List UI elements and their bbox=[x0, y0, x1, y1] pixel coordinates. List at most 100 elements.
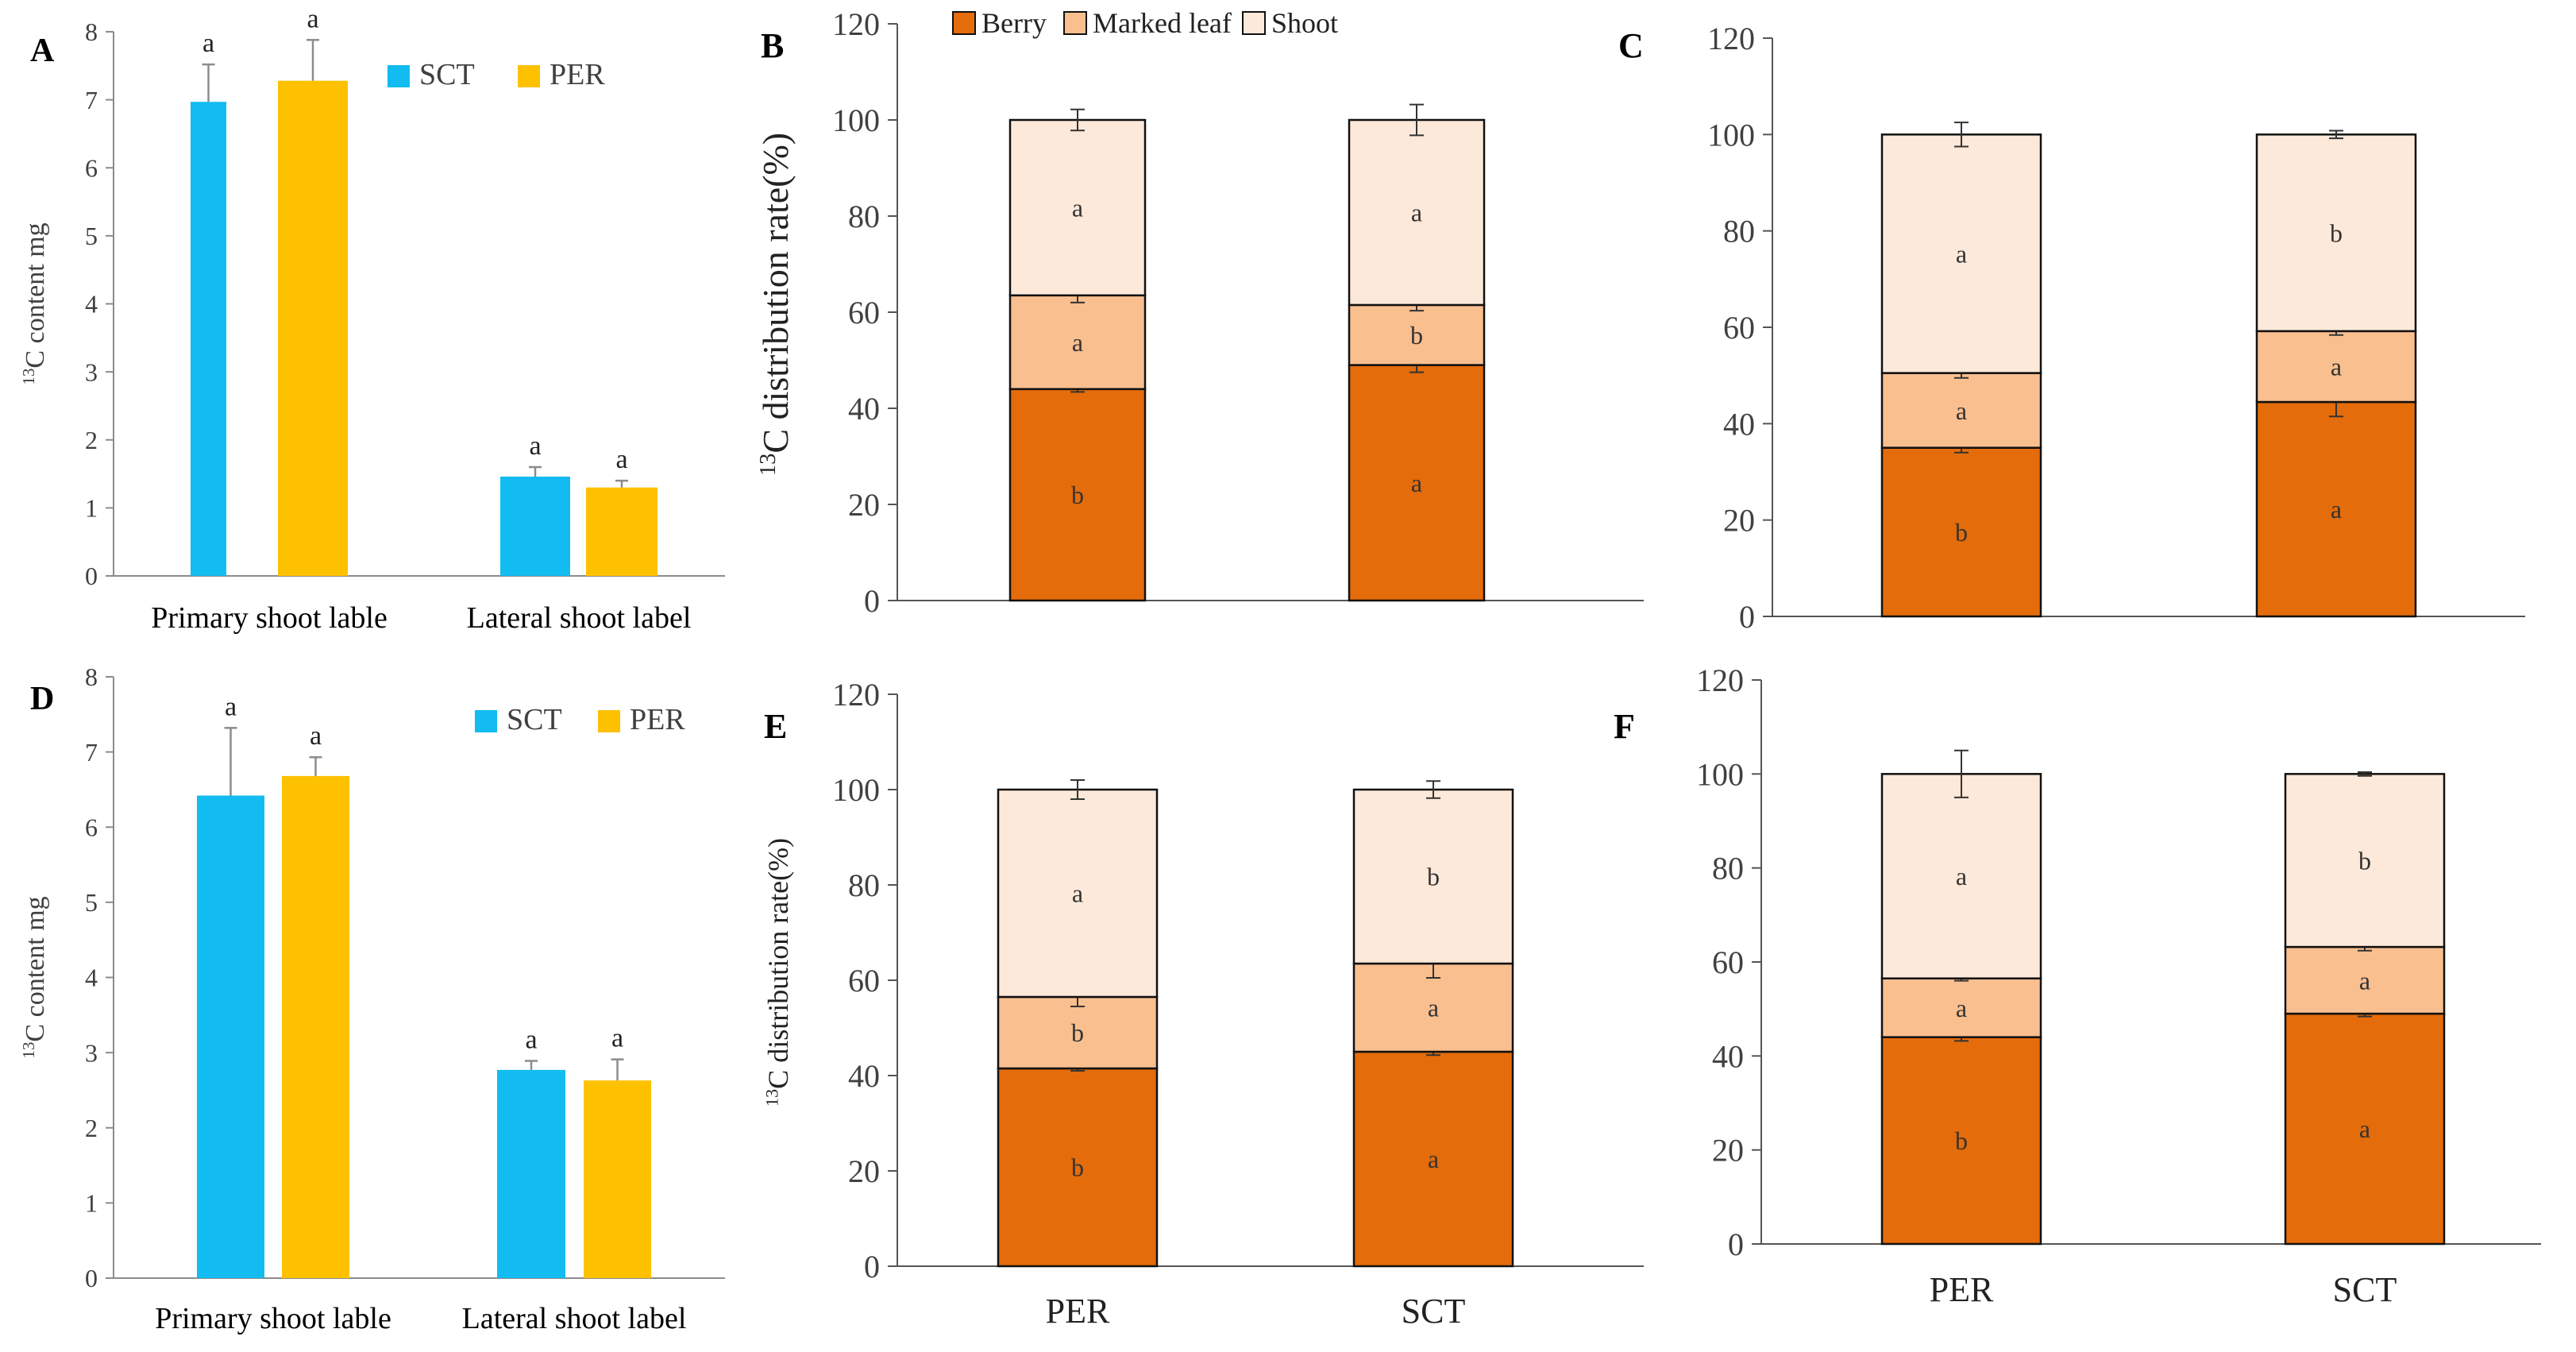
panel-e: E 0 20 40 60 80 100 120 13C distribution rate(%)… bbox=[762, 677, 1644, 1331]
bar-sct bbox=[497, 1069, 565, 1278]
y-axis-label-text: C distribution rate(%) bbox=[755, 133, 796, 454]
legend-label: SCT bbox=[507, 703, 562, 736]
significance-letter: b bbox=[1071, 481, 1084, 509]
significance-letter: a bbox=[2331, 353, 2342, 381]
significance-letter: a bbox=[1956, 396, 1967, 425]
stack-segment-marked-leaf bbox=[997, 995, 1159, 1070]
panel-d: D 0 1 2 3 4 5 6 7 8 13C content mg a a a a Primary shoo… bbox=[19, 662, 725, 1335]
y-tick-label: 120 bbox=[832, 677, 880, 713]
y-tick-label: 4 bbox=[85, 290, 98, 319]
y-tick-label: 20 bbox=[1712, 1133, 1744, 1169]
y-axis-label-text: C content mg bbox=[21, 222, 50, 368]
panel-label: C bbox=[1618, 26, 1644, 65]
y-tick-label: 60 bbox=[848, 295, 880, 330]
significance-letter: b bbox=[1071, 1153, 1084, 1182]
stack-segment-berry bbox=[2255, 400, 2417, 618]
significance-letter: a bbox=[1956, 994, 1967, 1022]
panel-label: D bbox=[30, 681, 54, 717]
legend-label: Berry bbox=[981, 7, 1047, 39]
y-tick-label: 3 bbox=[85, 1038, 98, 1067]
significance-letter: a bbox=[1411, 469, 1422, 497]
legend-swatch bbox=[388, 65, 410, 87]
significance-letter: a bbox=[1411, 199, 1422, 227]
legend-label: PER bbox=[550, 58, 605, 91]
panel-b: B 0 20 40 60 80 100 120 13C distribution rate(%)… bbox=[755, 6, 1644, 619]
y-tick-label: 0 bbox=[85, 1264, 98, 1292]
category-label: Lateral shoot label bbox=[467, 601, 692, 635]
y-tick-label: 5 bbox=[85, 888, 98, 917]
y-axis-label: 13C content mg bbox=[19, 222, 50, 384]
category-label: Lateral shoot label bbox=[462, 1302, 687, 1335]
stack-segment-marked-leaf bbox=[1008, 294, 1147, 391]
stack-segment-berry bbox=[1348, 364, 1486, 602]
y-tick-label: 120 bbox=[1696, 662, 1744, 698]
significance-letter: a bbox=[225, 692, 237, 721]
category-label: PER bbox=[1930, 1270, 1994, 1309]
panel-f: F 0 20 40 60 80 100 120 b a a PER a a b SCT bbox=[1614, 662, 2541, 1309]
y-tick-label: 80 bbox=[848, 199, 880, 234]
y-tick-label: 20 bbox=[848, 487, 880, 523]
category-label: SCT bbox=[2333, 1270, 2397, 1309]
y-tick-label: 6 bbox=[85, 813, 98, 841]
y-tick-label: 80 bbox=[1712, 851, 1744, 887]
y-tick-label: 3 bbox=[85, 357, 98, 386]
stack-segment-berry bbox=[997, 1067, 1159, 1268]
y-tick-label: 5 bbox=[85, 222, 98, 250]
significance-letter: a bbox=[1956, 240, 1967, 268]
legend-label: SCT bbox=[419, 58, 475, 91]
significance-letter: a bbox=[1956, 862, 1967, 890]
y-axis-label: 13C distribution rate(%) bbox=[762, 838, 794, 1107]
bar-per bbox=[584, 1080, 651, 1278]
stack-segment-berry bbox=[1008, 388, 1147, 602]
stack-segment-berry bbox=[2284, 1012, 2446, 1246]
legend-label: Shoot bbox=[1271, 7, 1338, 39]
y-tick-label: 8 bbox=[85, 17, 98, 46]
y-tick-label: 80 bbox=[1723, 214, 1755, 249]
y-tick-label: 120 bbox=[832, 6, 880, 42]
stack-segment-shoot bbox=[2255, 133, 2417, 333]
y-tick-label: 40 bbox=[848, 391, 880, 427]
bar-per bbox=[278, 80, 348, 576]
y-tick-label: 40 bbox=[848, 1058, 880, 1094]
y-tick-label: 0 bbox=[1739, 599, 1755, 635]
significance-letter: a bbox=[525, 1026, 537, 1055]
stack-segment-marked-leaf bbox=[1880, 372, 2042, 449]
significance-letter: a bbox=[1428, 994, 1439, 1022]
legend-label: Marked leaf bbox=[1093, 7, 1232, 39]
significance-letter: a bbox=[310, 721, 322, 751]
category-label: PER bbox=[1046, 1292, 1110, 1331]
y-tick-label: 7 bbox=[85, 86, 98, 114]
legend-label: PER bbox=[630, 703, 685, 736]
stack-segment-berry bbox=[1880, 446, 2042, 618]
significance-letter: b bbox=[1071, 1018, 1084, 1047]
y-tick-label: 0 bbox=[864, 583, 880, 619]
y-axis-label-text: C content mg bbox=[21, 896, 50, 1041]
panel-c: C 0 20 40 60 80 100 120 b a a a a b bbox=[1618, 21, 2525, 635]
y-tick-label: 100 bbox=[1696, 756, 1744, 792]
y-axis-label-sup: 13 bbox=[762, 1089, 781, 1107]
y-tick-label: 1 bbox=[85, 1189, 98, 1218]
y-tick-label: 100 bbox=[1707, 117, 1755, 153]
significance-letter: b bbox=[1427, 863, 1440, 891]
legend-swatch bbox=[518, 65, 540, 87]
bar-sct bbox=[191, 102, 226, 577]
y-axis-label-sup: 13 bbox=[756, 454, 781, 477]
y-axis-label-sup: 13 bbox=[19, 369, 38, 385]
significance-letter: a bbox=[2331, 495, 2342, 523]
y-tick-label: 2 bbox=[85, 426, 98, 454]
panel-label: F bbox=[1614, 707, 1635, 746]
significance-letter: b bbox=[1955, 1126, 1968, 1155]
y-axis-label: 13C distribution rate(%) bbox=[755, 133, 796, 476]
y-tick-label: 0 bbox=[85, 562, 98, 590]
y-tick-label: 60 bbox=[1723, 310, 1755, 346]
legend-swatch bbox=[1242, 11, 1266, 35]
legend-swatch bbox=[952, 11, 976, 35]
y-axis-label: 13C content mg bbox=[19, 896, 50, 1058]
legend-swatch bbox=[1063, 11, 1087, 35]
y-tick-label: 0 bbox=[1728, 1226, 1744, 1262]
stack-segment-berry bbox=[1352, 1050, 1514, 1268]
significance-letter: a bbox=[2359, 966, 2370, 995]
significance-letter: a bbox=[1428, 1145, 1439, 1173]
panel-a: A 0 1 2 3 4 5 6 7 8 13C content mg a a a a Primary shoo… bbox=[19, 4, 725, 635]
